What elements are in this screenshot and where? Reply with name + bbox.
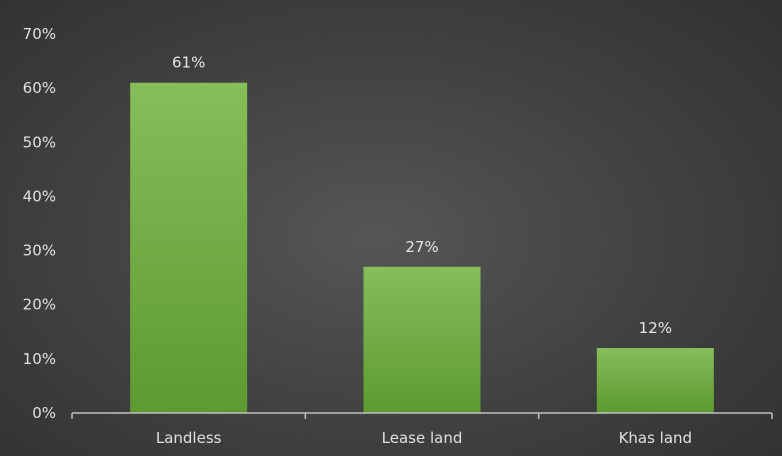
- bars: [130, 82, 714, 413]
- bar-lease-land: [363, 266, 481, 413]
- y-tick-label: 20%: [23, 296, 56, 314]
- bar-khas-land: [596, 348, 714, 413]
- y-tick-label: 40%: [23, 187, 56, 205]
- x-category-label: Landless: [156, 429, 222, 447]
- data-label: 61%: [172, 54, 205, 72]
- y-tick-label: 30%: [23, 242, 56, 260]
- data-label: 12%: [639, 319, 672, 337]
- y-tick-label: 70%: [23, 25, 56, 43]
- bar-landless: [130, 82, 248, 413]
- x-category-label: Khas land: [619, 429, 693, 447]
- y-tick-label: 10%: [23, 350, 56, 368]
- data-labels: 61% 27% 12%: [172, 54, 672, 337]
- x-axis: [71, 412, 773, 419]
- y-axis-tick-labels: 0% 10% 20% 30% 40% 50% 60% 70%: [23, 25, 56, 422]
- y-tick-label: 50%: [23, 133, 56, 151]
- data-label: 27%: [405, 238, 438, 256]
- y-tick-label: 0%: [32, 404, 56, 422]
- x-category-label: Lease land: [382, 429, 463, 447]
- x-axis-category-labels: Landless Lease land Khas land: [156, 429, 692, 447]
- y-tick-label: 60%: [23, 79, 56, 97]
